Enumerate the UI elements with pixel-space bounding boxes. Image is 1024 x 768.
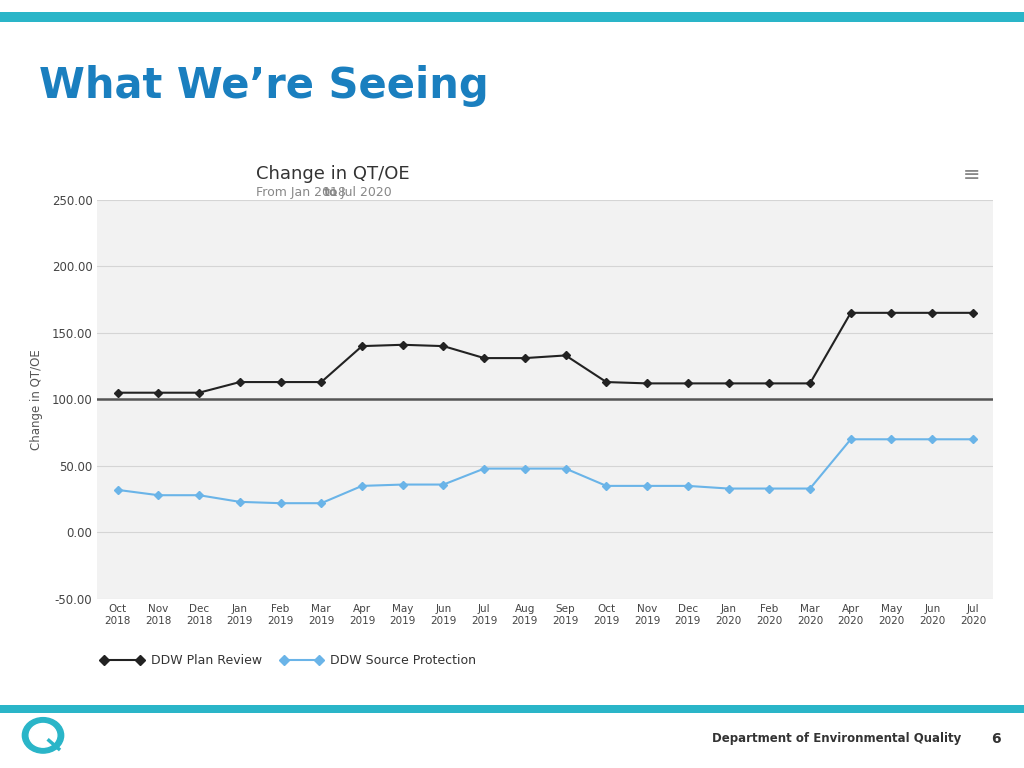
- DDW Plan Review: [396, 340, 409, 349]
- DDW Plan Review: [886, 308, 898, 317]
- DDW Source Protection: [722, 484, 734, 493]
- Line: DDW Source Protection: DDW Source Protection: [115, 436, 976, 506]
- DDW Source Protection: [112, 485, 124, 495]
- Text: What We’re Seeing: What We’re Seeing: [39, 65, 488, 108]
- DDW Plan Review: [967, 308, 979, 317]
- DDW Source Protection: [886, 435, 898, 444]
- Text: Department of Environmental Quality: Department of Environmental Quality: [712, 733, 961, 745]
- DDW Source Protection: [315, 498, 328, 508]
- DDW Source Protection: [804, 484, 816, 493]
- Y-axis label: Change in QT/OE: Change in QT/OE: [31, 349, 43, 450]
- DDW Source Protection: [763, 484, 775, 493]
- DDW Plan Review: [804, 379, 816, 388]
- DDW Source Protection: [233, 497, 246, 506]
- DDW Plan Review: [233, 377, 246, 386]
- DDW Source Protection: [682, 482, 694, 491]
- DDW Plan Review: [763, 379, 775, 388]
- DDW Source Protection: [967, 435, 979, 444]
- DDW Plan Review: [437, 342, 450, 351]
- Text: DDW Source Protection: DDW Source Protection: [330, 654, 476, 667]
- DDW Plan Review: [722, 379, 734, 388]
- DDW Source Protection: [153, 491, 165, 500]
- Circle shape: [30, 723, 56, 747]
- DDW Plan Review: [926, 308, 938, 317]
- Text: Jul 2020: Jul 2020: [337, 186, 391, 199]
- DDW Plan Review: [682, 379, 694, 388]
- DDW Source Protection: [926, 435, 938, 444]
- DDW Plan Review: [274, 377, 287, 386]
- DDW Source Protection: [559, 464, 571, 473]
- DDW Plan Review: [600, 377, 612, 386]
- DDW Plan Review: [845, 308, 857, 317]
- DDW Source Protection: [519, 464, 531, 473]
- DDW Source Protection: [396, 480, 409, 489]
- DDW Plan Review: [478, 353, 490, 362]
- DDW Source Protection: [478, 464, 490, 473]
- DDW Plan Review: [112, 388, 124, 397]
- DDW Source Protection: [274, 498, 287, 508]
- DDW Plan Review: [641, 379, 653, 388]
- DDW Plan Review: [559, 351, 571, 360]
- Circle shape: [23, 717, 63, 753]
- DDW Plan Review: [519, 353, 531, 362]
- Text: to: to: [324, 186, 338, 199]
- DDW Source Protection: [193, 491, 205, 500]
- Text: 6: 6: [991, 732, 1000, 746]
- Text: Change in QT/OE: Change in QT/OE: [256, 165, 410, 183]
- DDW Plan Review: [153, 388, 165, 397]
- DDW Plan Review: [315, 377, 328, 386]
- DDW Source Protection: [356, 482, 369, 491]
- DDW Source Protection: [600, 482, 612, 491]
- DDW Plan Review: [193, 388, 205, 397]
- Text: DDW Plan Review: DDW Plan Review: [152, 654, 262, 667]
- Line: DDW Plan Review: DDW Plan Review: [115, 310, 976, 396]
- DDW Source Protection: [641, 482, 653, 491]
- Text: From Jan 2018: From Jan 2018: [256, 186, 350, 199]
- DDW Source Protection: [845, 435, 857, 444]
- Text: ≡: ≡: [963, 165, 980, 185]
- DDW Source Protection: [437, 480, 450, 489]
- DDW Plan Review: [356, 342, 369, 351]
